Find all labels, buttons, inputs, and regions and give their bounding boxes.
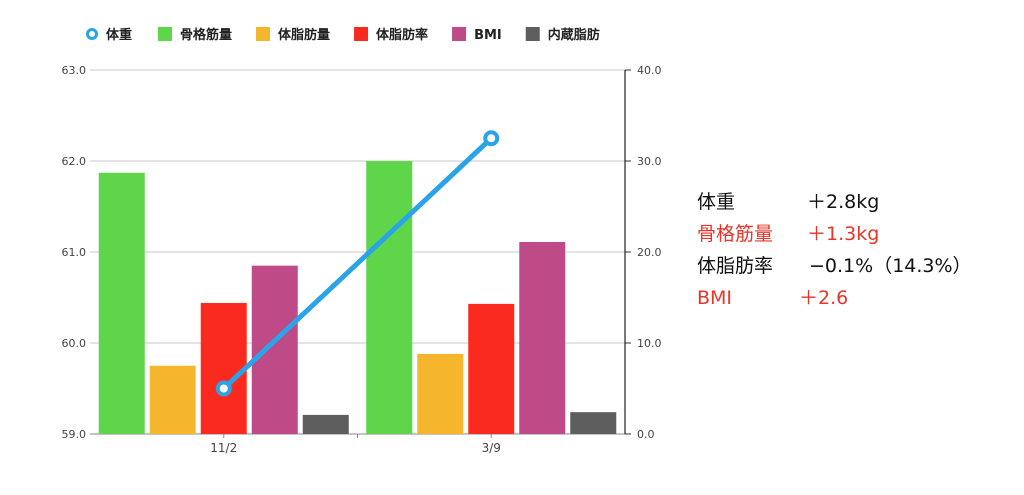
legend-item-3: BMI — [452, 27, 502, 43]
summary-row: 体脂肪率 −0.1%（14.3%） — [697, 250, 972, 282]
bar-骨格筋量-11/2 — [98, 172, 145, 434]
bar-内蔵脂肪-3/9 — [570, 412, 617, 434]
summary-row: 体重 ＋2.8kg — [697, 186, 972, 218]
legend-swatch — [525, 27, 540, 41]
legend-label: 体脂肪率 — [376, 27, 428, 43]
summary-value: −0.1%（14.3%） — [809, 255, 972, 277]
bar-BMI-3/9 — [519, 241, 566, 434]
legend: 体重 骨格筋量 体脂肪量 体脂肪率 BMI 内蔵脂肪 — [86, 27, 600, 43]
y-right-tick-label: 0.0 — [637, 428, 655, 441]
legend-item-0: 骨格筋量 — [158, 27, 232, 43]
y-right-tick-label: 20.0 — [637, 246, 662, 259]
y-right-tick-label: 40.0 — [637, 64, 662, 77]
legend-item-2: 体脂肪率 — [354, 27, 428, 43]
legend-marker-weight — [86, 28, 98, 40]
weight-point-11/2 — [215, 380, 232, 397]
legend-swatch — [256, 27, 271, 41]
summary-row: 骨格筋量 ＋1.3kg — [697, 218, 972, 250]
summary-label: 体脂肪率 — [697, 255, 774, 277]
y-left-tick-label: 59.0 — [62, 428, 87, 441]
bar-体脂肪率-3/9 — [468, 303, 515, 434]
y-left-tick-label: 62.0 — [62, 155, 87, 168]
bar-体脂肪量-3/9 — [417, 353, 464, 434]
legend-label-weight: 体重 — [106, 27, 132, 43]
summary-row: BMI ＋2.6 — [697, 282, 972, 314]
summary-panel: 体重 ＋2.8kg 骨格筋量 ＋1.3kg 体脂肪率 −0.1%（14.3%） BMI ＋2.… — [697, 186, 972, 314]
legend-item-4: 内蔵脂肪 — [525, 27, 600, 43]
weight-point-3/9 — [483, 130, 500, 147]
legend-label: 骨格筋量 — [180, 27, 232, 43]
summary-value: ＋2.6 — [799, 287, 849, 309]
summary-label: 骨格筋量 — [697, 223, 774, 245]
summary-value: ＋2.8kg — [807, 191, 880, 213]
summary-label: 体重 — [697, 191, 736, 213]
y-left-tick-label: 63.0 — [62, 64, 87, 77]
legend-swatch — [158, 27, 173, 41]
bar-骨格筋量-3/9 — [366, 161, 413, 434]
y-left-tick-label: 60.0 — [62, 337, 87, 350]
legend-label: 内蔵脂肪 — [548, 27, 600, 43]
legend-item-weight: 体重 — [86, 27, 132, 43]
y-right-tick-label: 30.0 — [637, 155, 662, 168]
summary-label: BMI — [697, 287, 733, 309]
bar-内蔵脂肪-11/2 — [302, 414, 349, 434]
y-left-tick-label: 61.0 — [62, 246, 87, 259]
bar-BMI-11/2 — [251, 265, 298, 434]
x-tick-label: 11/2 — [210, 441, 237, 455]
bars — [98, 161, 617, 434]
legend-swatch — [354, 27, 369, 41]
weight-line — [215, 130, 500, 397]
x-tick-label: 3/9 — [482, 441, 501, 455]
bar-体脂肪率-11/2 — [200, 302, 247, 434]
y-right-tick-label: 10.0 — [637, 337, 662, 350]
legend-label: 体脂肪量 — [278, 27, 330, 43]
axes: 59.0 0.0 60.0 10.0 61.0 20.0 62.0 30.0 63.0 40.0 1… — [62, 64, 662, 455]
weight-line-path — [221, 135, 494, 391]
bar-体脂肪量-11/2 — [149, 365, 196, 434]
chart: 体重 骨格筋量 体脂肪量 体脂肪率 BMI 内蔵脂肪 59.0 0.0 60.0 10.0 61.… — [62, 27, 662, 455]
legend-item-1: 体脂肪量 — [256, 27, 330, 43]
legend-swatch — [452, 27, 467, 41]
summary-value: ＋1.3kg — [807, 223, 880, 245]
legend-label: BMI — [474, 28, 502, 43]
